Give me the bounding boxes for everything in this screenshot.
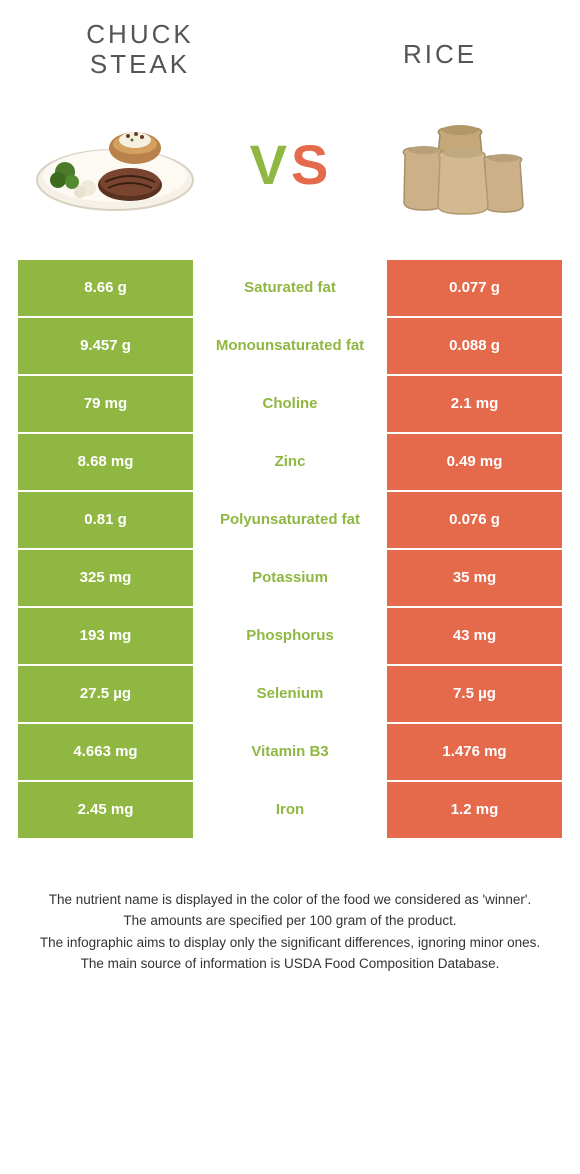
steak-plate-icon (30, 110, 200, 220)
footer-line: The nutrient name is displayed in the co… (30, 890, 550, 910)
right-food-title: RICE (350, 20, 530, 70)
table-row: 27.5 µgSelenium7.5 µg (18, 666, 562, 722)
footer-line: The amounts are specified per 100 gram o… (30, 911, 550, 931)
footer-line: The main source of information is USDA F… (30, 954, 550, 974)
left-value: 0.81 g (18, 492, 193, 548)
left-value: 4.663 mg (18, 724, 193, 780)
nutrient-label: Saturated fat (195, 260, 385, 316)
nutrient-label: Monounsaturated fat (195, 318, 385, 374)
right-value: 0.088 g (387, 318, 562, 374)
left-value: 8.66 g (18, 260, 193, 316)
nutrient-label: Potassium (195, 550, 385, 606)
header: CHUCK STEAK RICE (0, 0, 580, 90)
left-value: 79 mg (18, 376, 193, 432)
left-value: 2.45 mg (18, 782, 193, 838)
right-value: 2.1 mg (387, 376, 562, 432)
nutrient-table: 8.66 gSaturated fat0.077 g9.457 gMonouns… (18, 260, 562, 838)
nutrient-label: Zinc (195, 434, 385, 490)
nutrient-label: Vitamin B3 (195, 724, 385, 780)
chuck-steak-image (30, 110, 200, 220)
right-value: 43 mg (387, 608, 562, 664)
left-value: 325 mg (18, 550, 193, 606)
right-value: 35 mg (387, 550, 562, 606)
rice-sacks-icon (380, 110, 550, 220)
right-value: 1.2 mg (387, 782, 562, 838)
right-value: 1.476 mg (387, 724, 562, 780)
table-row: 0.81 gPolyunsaturated fat0.076 g (18, 492, 562, 548)
table-row: 2.45 mgIron1.2 mg (18, 782, 562, 838)
vs-label: VS (250, 132, 331, 197)
table-row: 8.68 mgZinc0.49 mg (18, 434, 562, 490)
table-row: 9.457 gMonounsaturated fat0.088 g (18, 318, 562, 374)
left-food-title: CHUCK STEAK (50, 20, 230, 80)
nutrient-label: Choline (195, 376, 385, 432)
left-value: 27.5 µg (18, 666, 193, 722)
table-row: 193 mgPhosphorus43 mg (18, 608, 562, 664)
vs-v-letter: V (250, 132, 289, 197)
nutrient-label: Iron (195, 782, 385, 838)
left-value: 9.457 g (18, 318, 193, 374)
left-value: 8.68 mg (18, 434, 193, 490)
footer: The nutrient name is displayed in the co… (0, 840, 580, 996)
table-row: 8.66 gSaturated fat0.077 g (18, 260, 562, 316)
footer-line: The infographic aims to display only the… (30, 933, 550, 953)
right-value: 0.49 mg (387, 434, 562, 490)
nutrient-label: Phosphorus (195, 608, 385, 664)
nutrient-label: Polyunsaturated fat (195, 492, 385, 548)
right-value: 0.076 g (387, 492, 562, 548)
right-value: 7.5 µg (387, 666, 562, 722)
right-value: 0.077 g (387, 260, 562, 316)
rice-image (380, 110, 550, 220)
left-value: 193 mg (18, 608, 193, 664)
table-row: 325 mgPotassium35 mg (18, 550, 562, 606)
table-row: 4.663 mgVitamin B31.476 mg (18, 724, 562, 780)
images-row: VS (0, 90, 580, 250)
nutrient-label: Selenium (195, 666, 385, 722)
table-row: 79 mgCholine2.1 mg (18, 376, 562, 432)
vs-s-letter: S (291, 132, 330, 197)
